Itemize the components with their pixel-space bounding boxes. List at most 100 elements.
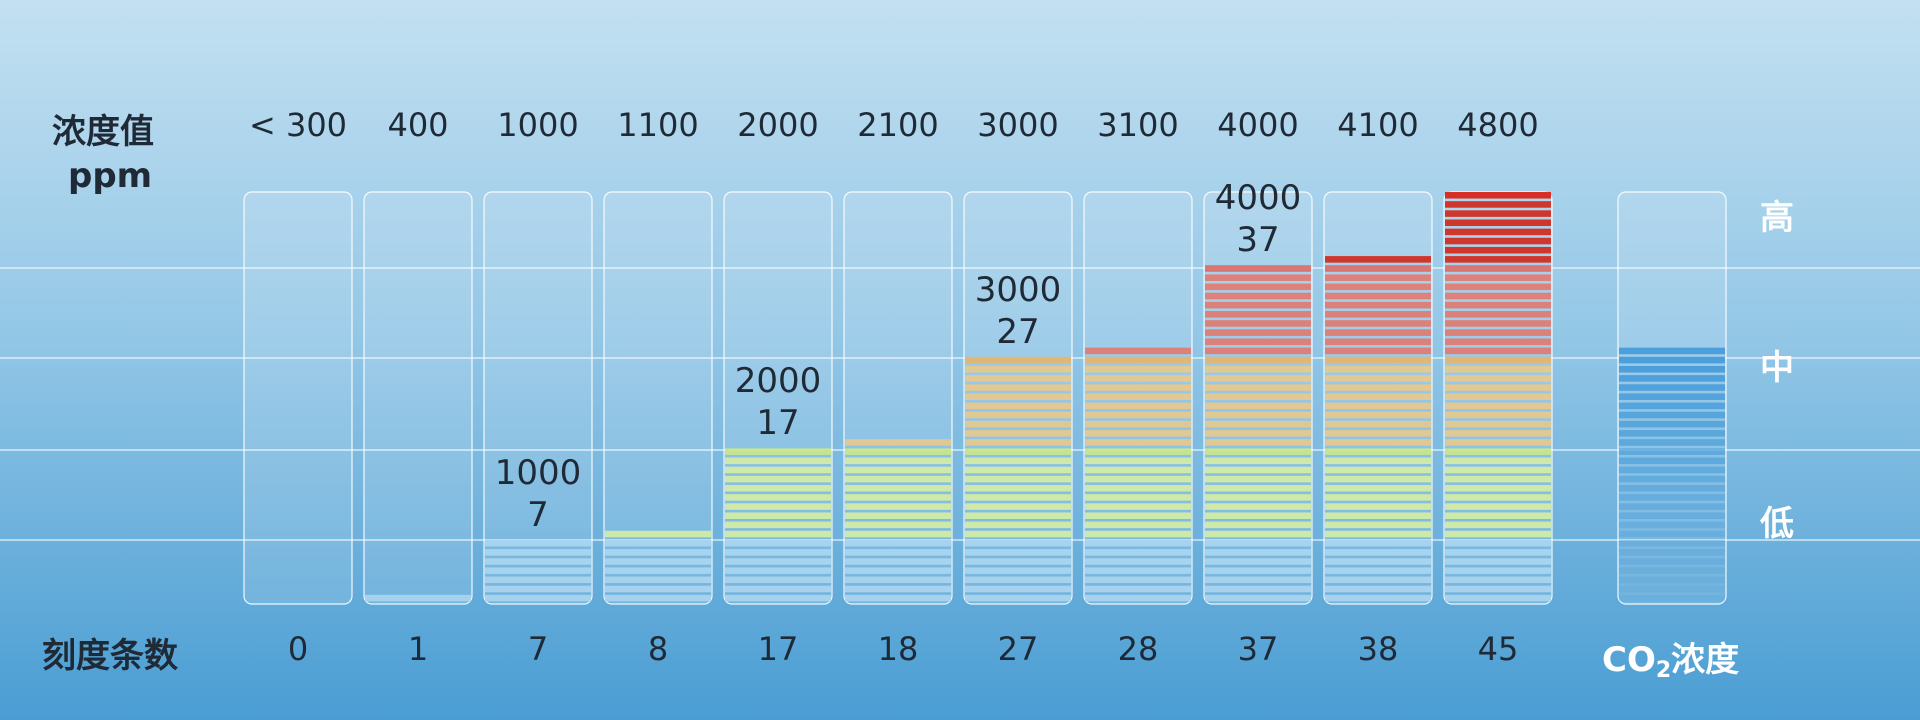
annotation-count: 7 — [527, 494, 549, 535]
bar-4-tick-3 — [725, 576, 831, 584]
co2-indicator-tick-11 — [1619, 503, 1725, 510]
bar-10-tick-5 — [1445, 558, 1551, 565]
bar-10-tick-8 — [1445, 530, 1551, 538]
bar-9-tick-4 — [1325, 567, 1431, 574]
bar-8-tick-17 — [1205, 448, 1311, 455]
bar-9-tick-19 — [1325, 430, 1431, 437]
bar-7-tick-2 — [1085, 585, 1191, 593]
bar-10-tick-13 — [1445, 484, 1551, 492]
bar-9-tick-7 — [1325, 539, 1431, 547]
bar-5 — [843, 191, 953, 605]
tick-count-label: 刻度条数 — [42, 636, 178, 676]
co2-indicator-tick-2 — [1619, 585, 1725, 593]
co2-indicator-tick-23 — [1619, 393, 1725, 400]
bar-4-tick-2 — [725, 585, 831, 593]
bar-5-tick-16 — [845, 457, 951, 465]
bar-7-tick-27 — [1085, 356, 1191, 364]
bar-10-tick-42 — [1445, 219, 1551, 227]
bar-8-tick-12 — [1205, 494, 1311, 501]
co2-indicator-tick-5 — [1619, 558, 1725, 565]
co2-prefix: CO — [1602, 640, 1656, 680]
bar-6-tick-2 — [965, 585, 1071, 593]
bar-5-frame — [843, 191, 953, 605]
bar-10-tick-12 — [1445, 494, 1551, 501]
annotation-count: 27 — [996, 311, 1040, 352]
x-tick-label: 4800 — [1457, 106, 1539, 144]
bar-8-tick-18 — [1205, 439, 1311, 446]
bar-8-tick-24 — [1205, 384, 1311, 391]
bar-4-tick-6 — [725, 549, 831, 556]
co2-indicator-tick-12 — [1619, 494, 1725, 501]
bar-3-tick-2 — [605, 585, 711, 593]
bar-10-tick-31 — [1445, 320, 1551, 327]
bar-9-tick-32 — [1325, 311, 1431, 318]
bar-9-tick-3 — [1325, 576, 1431, 584]
bar-4-tick-4 — [725, 567, 831, 574]
bar-8-tick-29 — [1205, 338, 1311, 346]
bar-2-frame — [483, 191, 593, 605]
bar-8-tick-27 — [1205, 356, 1311, 364]
bar-8-tick-21 — [1205, 411, 1311, 419]
bar-9-tick-38 — [1325, 256, 1431, 263]
bar-10-tick-11 — [1445, 503, 1551, 510]
bar-10-tick-18 — [1445, 439, 1551, 446]
bar-10-tick-6 — [1445, 549, 1551, 556]
bar-8-tick-20 — [1205, 420, 1311, 428]
bar-6-tick-17 — [965, 448, 1071, 455]
bar-6-tick-24 — [965, 384, 1071, 391]
bar-9-tick-1 — [1325, 594, 1431, 602]
bar-10-tick-21 — [1445, 411, 1551, 419]
co2-indicator-tick-6 — [1619, 549, 1725, 556]
bar-9-tick-25 — [1325, 375, 1431, 382]
level-mid-label: 中 — [1760, 348, 1794, 388]
bar-10-tick-45 — [1445, 192, 1551, 199]
bar-7-tick-17 — [1085, 448, 1191, 455]
bar-7-tick-9 — [1085, 521, 1191, 529]
bar-6-tick-23 — [965, 393, 1071, 400]
x-tick-label: 2000 — [737, 106, 819, 144]
bar-10-tick-37 — [1445, 265, 1551, 272]
bar-5-tick-11 — [845, 503, 951, 510]
bar-7-tick-3 — [1085, 576, 1191, 584]
annotation-ppm: 4000 — [1214, 178, 1302, 219]
co2-indicator-tick-1 — [1619, 594, 1725, 602]
bar-7-tick-6 — [1085, 549, 1191, 556]
bar-9-tick-15 — [1325, 466, 1431, 474]
x-tick-label: 4000 — [1217, 106, 1299, 144]
bar-9-tick-16 — [1325, 457, 1431, 465]
bar-4-tick-10 — [725, 512, 831, 519]
bar-6-tick-5 — [965, 558, 1071, 565]
bar-8-tick-15 — [1205, 466, 1311, 474]
bar-7-tick-10 — [1085, 512, 1191, 519]
bar-8-tick-3 — [1205, 576, 1311, 584]
bar-annotation: 2000 17 — [718, 360, 838, 444]
bar-5-tick-8 — [845, 530, 951, 538]
bar-7-tick-8 — [1085, 530, 1191, 538]
bar-10-tick-35 — [1445, 283, 1551, 291]
bar-8-tick-33 — [1205, 301, 1311, 309]
bar-8-tick-32 — [1205, 311, 1311, 318]
bar-6-tick-20 — [965, 420, 1071, 428]
bar-10-tick-9 — [1445, 521, 1551, 529]
bar-8 — [1203, 191, 1313, 605]
bar-8-tick-14 — [1205, 475, 1311, 483]
bar-10-tick-1 — [1445, 594, 1551, 602]
x-tick-label: 2100 — [857, 106, 939, 144]
bar-10-tick-10 — [1445, 512, 1551, 519]
bar-3-tick-8 — [605, 530, 711, 538]
bar-8-tick-26 — [1205, 365, 1311, 373]
bar-7-tick-20 — [1085, 420, 1191, 428]
bar-5-tick-4 — [845, 567, 951, 574]
bar-7-tick-16 — [1085, 457, 1191, 465]
annotation-ppm: 2000 — [734, 361, 822, 402]
bar-8-tick-31 — [1205, 320, 1311, 327]
bar-3-tick-4 — [605, 567, 711, 574]
bar-5-tick-14 — [845, 475, 951, 483]
tick-count-value: 45 — [1477, 630, 1519, 668]
x-tick-label: 3100 — [1097, 106, 1179, 144]
bar-7-tick-24 — [1085, 384, 1191, 391]
bar-3-tick-1 — [605, 594, 711, 602]
bar-9-tick-34 — [1325, 292, 1431, 300]
bar-8-tick-34 — [1205, 292, 1311, 300]
